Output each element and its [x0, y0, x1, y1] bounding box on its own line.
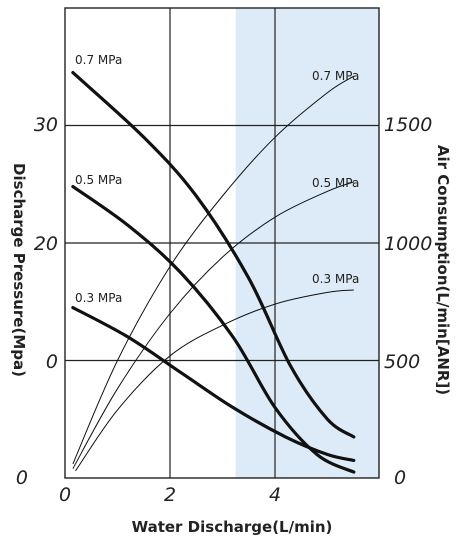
x-tick-label: 0	[59, 484, 71, 506]
discharge-pressure-lines	[71, 71, 356, 474]
y-right-tick-label: 0	[394, 467, 406, 489]
pressure-line-03	[71, 306, 356, 462]
y-axis-label-left: Discharge Pressure(Mpa)	[10, 163, 28, 377]
plot-frame	[64, 7, 380, 479]
y-right-tick-label: 500	[384, 351, 420, 373]
air-consumption-lines	[72, 75, 355, 472]
pressure-line-05	[71, 185, 356, 474]
y-left-tick-label: 30	[34, 114, 58, 136]
pressure-series-label: 0.7 MPa	[75, 53, 122, 67]
air-series-label: 0.7 MPa	[312, 69, 359, 83]
air-series-label: 0.5 MPa	[312, 176, 359, 190]
air-line-07	[72, 75, 355, 465]
y-axis-label-right: Air Consumption(L/min[ANR])	[434, 145, 452, 395]
pressure-line-07	[71, 71, 356, 439]
series-labels: 0.7 MPa 0.5 MPa 0.3 MPa 0.7 MPa 0.5 MPa 0.3 M…	[75, 53, 359, 305]
air-line-03	[75, 289, 354, 472]
y-left-tick-label: 0	[16, 467, 28, 489]
pressure-series-label: 0.3 MPa	[75, 291, 122, 305]
x-tick-label: 2	[164, 484, 176, 506]
x-tick-label: 4	[269, 484, 281, 506]
y-right-tick-label: 1500	[384, 114, 432, 136]
air-series-label: 0.3 MPa	[312, 272, 359, 286]
air-line-05	[72, 181, 354, 469]
x-axis-label: Water Discharge(L/min)	[132, 518, 333, 536]
y-left-tick-label: 20	[34, 233, 58, 255]
tick-labels: 0 2 4 0 0 20 30 0 500 1000 1500	[16, 114, 432, 506]
y-left-tick-label: 0	[46, 351, 58, 373]
pressure-series-label: 0.5 MPa	[75, 173, 122, 187]
y-right-tick-label: 1000	[384, 233, 432, 255]
